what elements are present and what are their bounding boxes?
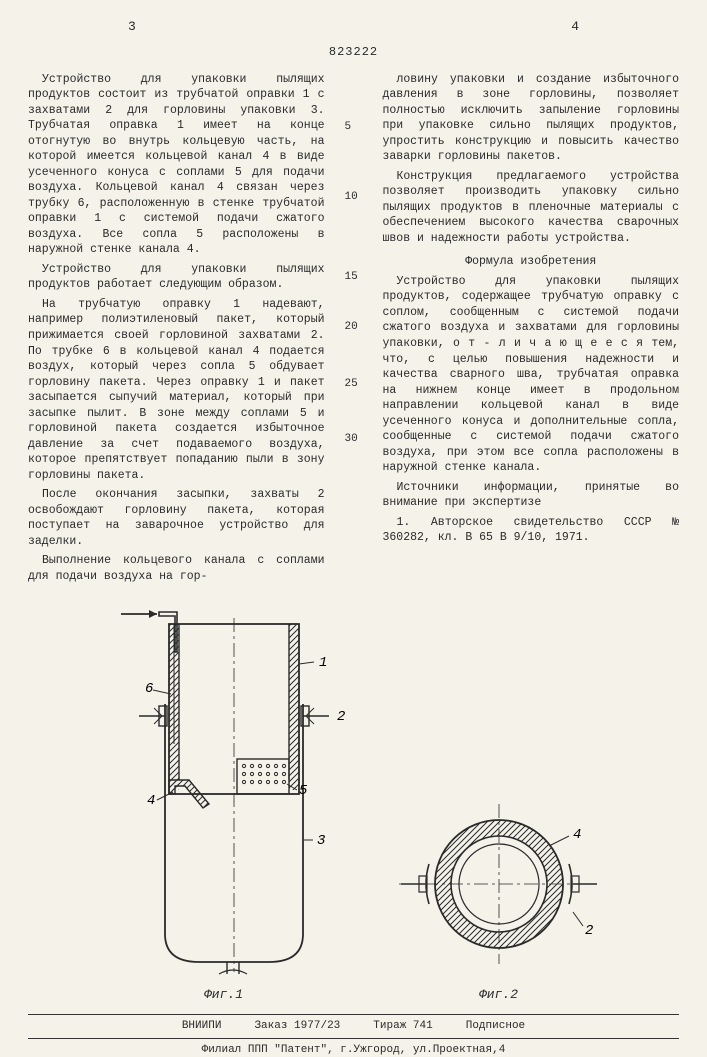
page-num-right: 4 (571, 18, 579, 36)
footer: ВНИИПИ Заказ 1977/23 Тираж 741 Подписное… (28, 1014, 679, 1057)
callout-5: 5 (299, 783, 308, 799)
nozzle-holes (242, 765, 285, 784)
callout-3: 3 (317, 833, 325, 849)
right-para-2: Конструкция предлагаемого устройства поз… (383, 169, 680, 247)
footer-order: Заказ 1977/23 (254, 1020, 340, 1032)
clamp-right (301, 706, 329, 726)
left-para-2: Устройство для упаковки пылящих продукто… (28, 262, 325, 293)
right-para-1: ловину упаковки и создание избыточного д… (383, 72, 680, 165)
line-number-gutter: 5 10 15 20 25 30 (345, 72, 363, 589)
footer-vniipi: ВНИИПИ (182, 1020, 222, 1032)
page-num-left: 3 (128, 18, 136, 36)
right-column: ловину упаковки и создание избыточного д… (383, 72, 680, 589)
figure-1: 1 2 3 4 5 6 Фиг.1 (99, 594, 349, 1004)
left-column: Устройство для упаковки пылящих продукто… (28, 72, 325, 589)
line-num-15: 15 (345, 270, 358, 285)
document-number: 823222 (28, 44, 679, 60)
figures-row: 1 2 3 4 5 6 Фиг.1 (28, 594, 679, 1004)
line-num-10: 10 (345, 190, 358, 205)
callout-6: 6 (145, 681, 153, 697)
sources-title: Источники информации, принятые во вниман… (383, 480, 680, 511)
right-para-3: Устройство для упаковки пылящих продукто… (383, 274, 680, 476)
footer-sub: Подписное (466, 1020, 525, 1032)
footer-tirazh: Тираж 741 (373, 1020, 432, 1032)
left-para-4: После окончания засыпки, захваты 2 освоб… (28, 487, 325, 549)
left-para-5: Выполнение кольцевого канала с соплами д… (28, 553, 325, 584)
fig2-callout-4: 4 (573, 827, 581, 843)
figure-2: 4 2 Фиг.2 (389, 794, 609, 1004)
line-num-5: 5 (345, 120, 352, 135)
footer-line2: Филиал ППП "Патент", г.Ужгород, ул.Проек… (28, 1038, 679, 1057)
page-header: 3 4 (28, 18, 679, 36)
fig2-svg: 4 2 (389, 794, 609, 984)
fig2-clamp-left (401, 864, 429, 904)
left-para-1: Устройство для упаковки пылящих продукто… (28, 72, 325, 258)
callout-2: 2 (337, 709, 345, 725)
callout-4: 4 (147, 793, 155, 809)
line-num-30: 30 (345, 432, 358, 447)
formula-title: Формула изобретения (383, 254, 680, 270)
source-1: 1. Авторское свидетельство СССР № 360282… (383, 515, 680, 546)
callout-1: 1 (319, 655, 327, 671)
fig1-svg: 1 2 3 4 5 6 (99, 594, 349, 984)
line-num-20: 20 (345, 320, 358, 335)
left-para-3: На трубчатую оправку 1 надевают, наприме… (28, 297, 325, 483)
fig2-label: Фиг.2 (389, 986, 609, 1004)
fig1-label: Фиг.1 (99, 986, 349, 1004)
text-columns: Устройство для упаковки пылящих продукто… (28, 72, 679, 589)
line-num-25: 25 (345, 377, 358, 392)
fig2-callout-2: 2 (585, 923, 593, 939)
fig2-clamp-right (569, 864, 597, 904)
clamp-left (139, 706, 167, 726)
